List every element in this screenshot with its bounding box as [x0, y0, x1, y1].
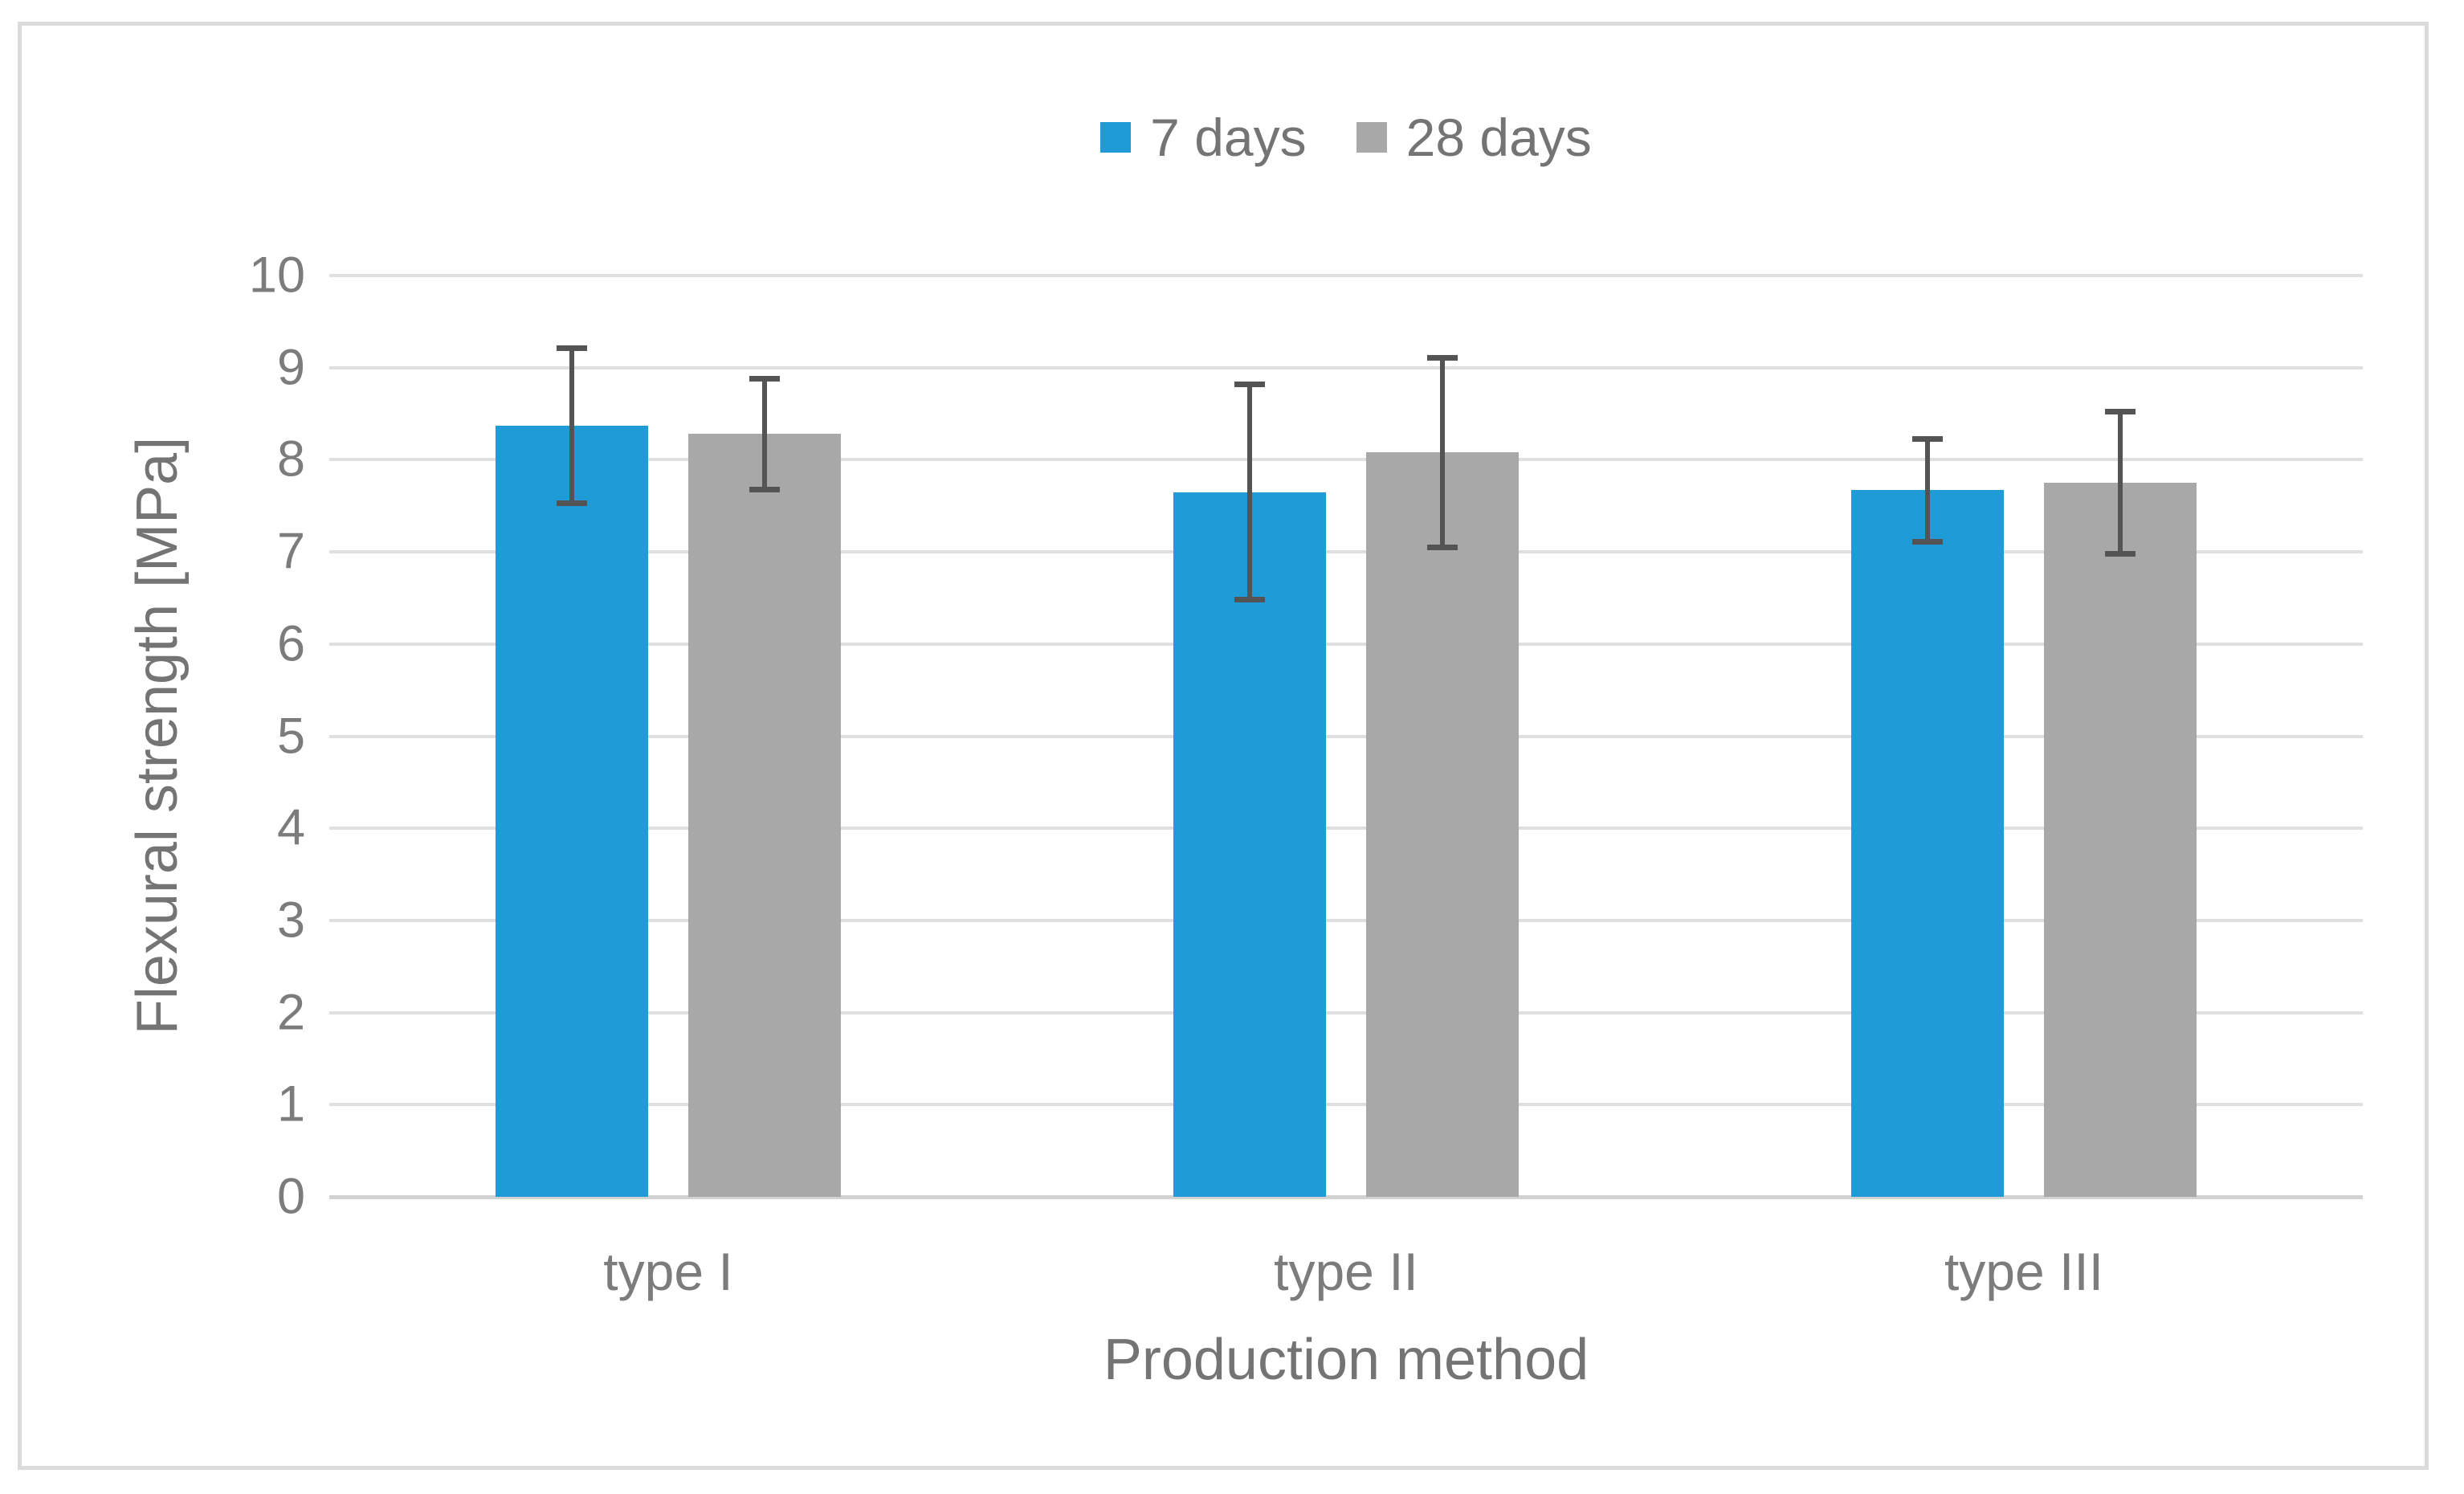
gridline	[329, 734, 2363, 738]
error-bar-cap	[749, 375, 780, 382]
error-bar-line	[1247, 384, 1252, 600]
error-bar-cap	[2105, 550, 2136, 557]
gridline	[329, 550, 2363, 554]
error-bar-cap	[749, 486, 780, 492]
x-category-label: type III	[1944, 1242, 2104, 1301]
legend: 7 days 28 days	[329, 111, 2363, 164]
error-bar-line	[762, 378, 767, 490]
error-bar-line	[2118, 411, 2123, 554]
error-bar-cap	[1427, 544, 1458, 550]
y-tick-label: 6	[276, 615, 305, 672]
legend-label: 28 days	[1405, 108, 1592, 167]
gridline	[329, 827, 2363, 831]
bar-7-days-type-i	[496, 425, 648, 1197]
y-tick-label: 2	[276, 984, 305, 1041]
error-bar-cap	[557, 345, 587, 352]
y-tick-label: 5	[276, 708, 305, 764]
error-bar-line	[1440, 357, 1445, 548]
gridline	[329, 365, 2363, 369]
error-bar-line	[1925, 439, 1930, 542]
y-tick-label: 4	[276, 799, 305, 856]
bar-28-days-type-iii	[2044, 483, 2197, 1197]
legend-swatch-28-days-icon	[1356, 122, 1387, 153]
gridline	[329, 1103, 2363, 1107]
error-bar-cap	[1427, 354, 1458, 361]
y-tick-label: 9	[276, 339, 305, 396]
x-category-label: type II	[1274, 1242, 1418, 1301]
legend-label: 7 days	[1150, 108, 1307, 167]
y-tick-label: 1	[276, 1076, 305, 1133]
bar-7-days-type-ii	[1173, 492, 1326, 1197]
bar-7-days-type-iii	[1851, 490, 2004, 1197]
gridline	[329, 458, 2363, 462]
error-bar-cap	[1234, 597, 1265, 603]
legend-item-28-days: 28 days	[1356, 111, 1592, 164]
x-axis-title: Production method	[1103, 1328, 1589, 1392]
gridline	[329, 1010, 2363, 1014]
y-tick-label: 10	[248, 247, 305, 304]
gridline	[329, 274, 2363, 277]
bar-28-days-type-i	[688, 434, 841, 1197]
x-category-label: type I	[603, 1242, 733, 1301]
y-tick-label: 8	[276, 431, 305, 488]
bar-28-days-type-ii	[1366, 452, 1519, 1197]
error-bar-cap	[2105, 409, 2136, 415]
legend-swatch-7-days-icon	[1100, 122, 1132, 153]
x-axis-line	[329, 1195, 2363, 1199]
gridline	[329, 642, 2363, 646]
y-tick-label: 3	[276, 892, 305, 949]
error-bar-cap	[1912, 538, 1943, 545]
gridline	[329, 918, 2363, 922]
error-bar-cap	[1234, 381, 1265, 387]
error-bar-cap	[1912, 435, 1943, 442]
legend-item-7-days: 7 days	[1100, 108, 1307, 167]
y-tick-label: 7	[276, 523, 305, 580]
y-tick-label: 0	[276, 1168, 305, 1225]
error-bar-line	[569, 348, 574, 504]
error-bar-cap	[557, 500, 587, 506]
